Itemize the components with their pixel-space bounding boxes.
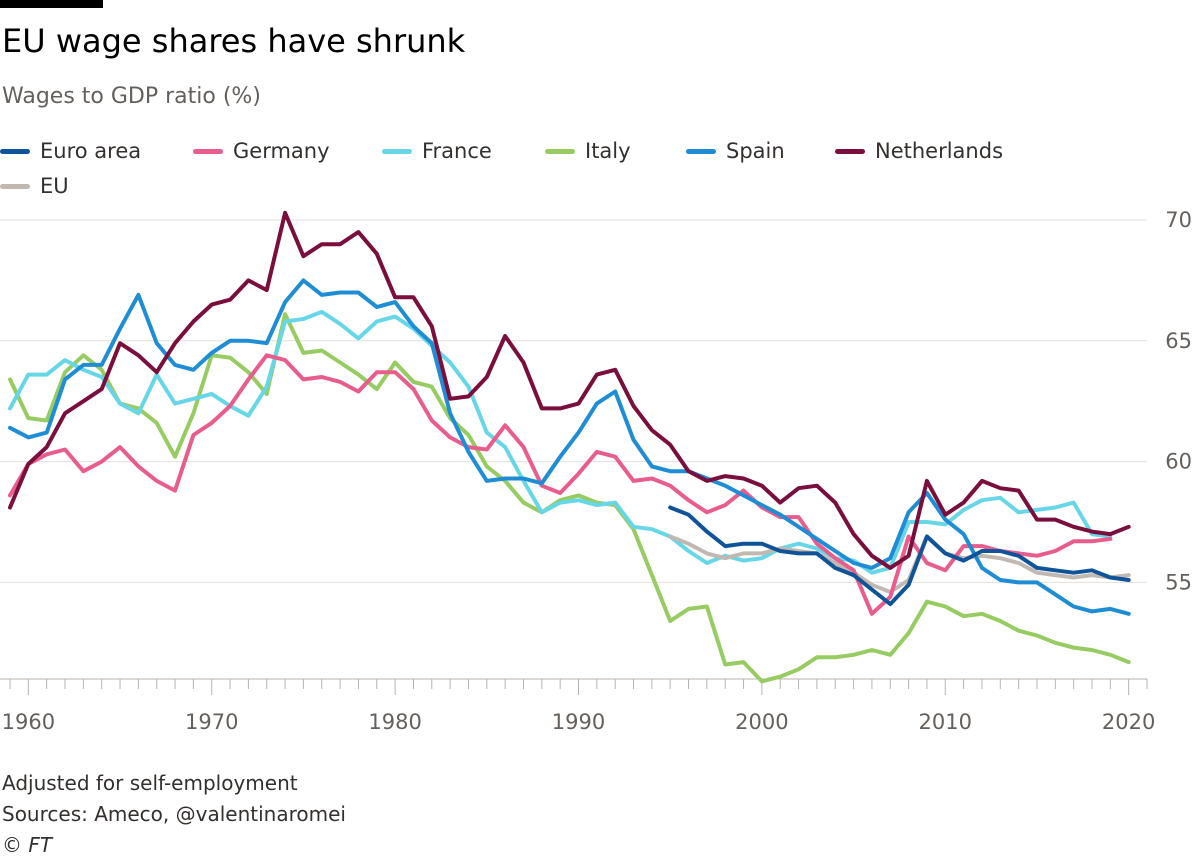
gridlines	[0, 219, 1147, 583]
y-tick-label: 60	[1165, 450, 1192, 474]
legend-item-germany: Germany	[193, 133, 330, 169]
series-line-france	[8, 309, 1113, 575]
y-tick-label: 65	[1165, 329, 1192, 353]
x-tick-label: 2000	[735, 710, 788, 734]
legend-swatch	[545, 148, 575, 154]
x-tick-label: 1990	[552, 710, 605, 734]
legend-item-italy: Italy	[545, 133, 631, 169]
legend-item-eu: EU	[0, 168, 69, 204]
legend-item-netherlands: Netherlands	[835, 133, 1003, 169]
series-line-italy	[8, 312, 1131, 684]
legend-label: Netherlands	[875, 139, 1004, 163]
ft-top-bar	[0, 0, 103, 8]
legend-swatch	[835, 148, 865, 154]
legend-swatch	[193, 148, 223, 154]
legend-label: EU	[40, 174, 69, 198]
series-line-spain	[8, 278, 1131, 616]
y-tick-label: 70	[1165, 208, 1192, 232]
legend-swatch	[0, 148, 30, 154]
series-line-euro-area	[668, 505, 1131, 607]
copyright: © FT	[2, 833, 53, 857]
footnote: Adjusted for self-employment	[2, 771, 298, 795]
legend-label: Spain	[726, 139, 785, 163]
legend-item-france: France	[382, 133, 492, 169]
chart-subtitle: Wages to GDP ratio (%)	[2, 84, 261, 109]
x-tick-label: 1980	[368, 710, 421, 734]
x-tick-label: 1960	[2, 710, 55, 734]
sources: Sources: Ameco, @valentinaromei	[2, 802, 346, 826]
legend-item-spain: Spain	[686, 133, 785, 169]
x-tick-label: 2010	[919, 710, 972, 734]
series-line-netherlands	[8, 210, 1131, 570]
y-tick-label: 55	[1165, 570, 1192, 594]
legend-item-euro-area: Euro area	[0, 133, 141, 169]
series-line-germany	[8, 353, 1113, 616]
legend-label: Italy	[585, 139, 631, 163]
series-lines	[8, 210, 1131, 684]
x-tick-label: 2020	[1102, 710, 1155, 734]
line-chart: 55 60 65 70 1960 1970 1980 1990 2000 2010 2020	[0, 208, 1192, 734]
legend-label: Germany	[233, 139, 330, 163]
x-tick-label: 1970	[185, 710, 238, 734]
legend-swatch	[686, 148, 716, 154]
legend-label: France	[422, 139, 492, 163]
legend-swatch	[382, 148, 412, 154]
x-axis	[0, 678, 1148, 695]
chart-title: EU wage shares have shrunk	[2, 22, 466, 60]
legend-swatch	[0, 183, 30, 189]
legend-label: Euro area	[40, 139, 142, 163]
series-line-eu	[668, 534, 1131, 594]
tick-labels: 55 60 65 70 1960 1970 1980 1990 2000 2010 2020	[2, 208, 1192, 734]
